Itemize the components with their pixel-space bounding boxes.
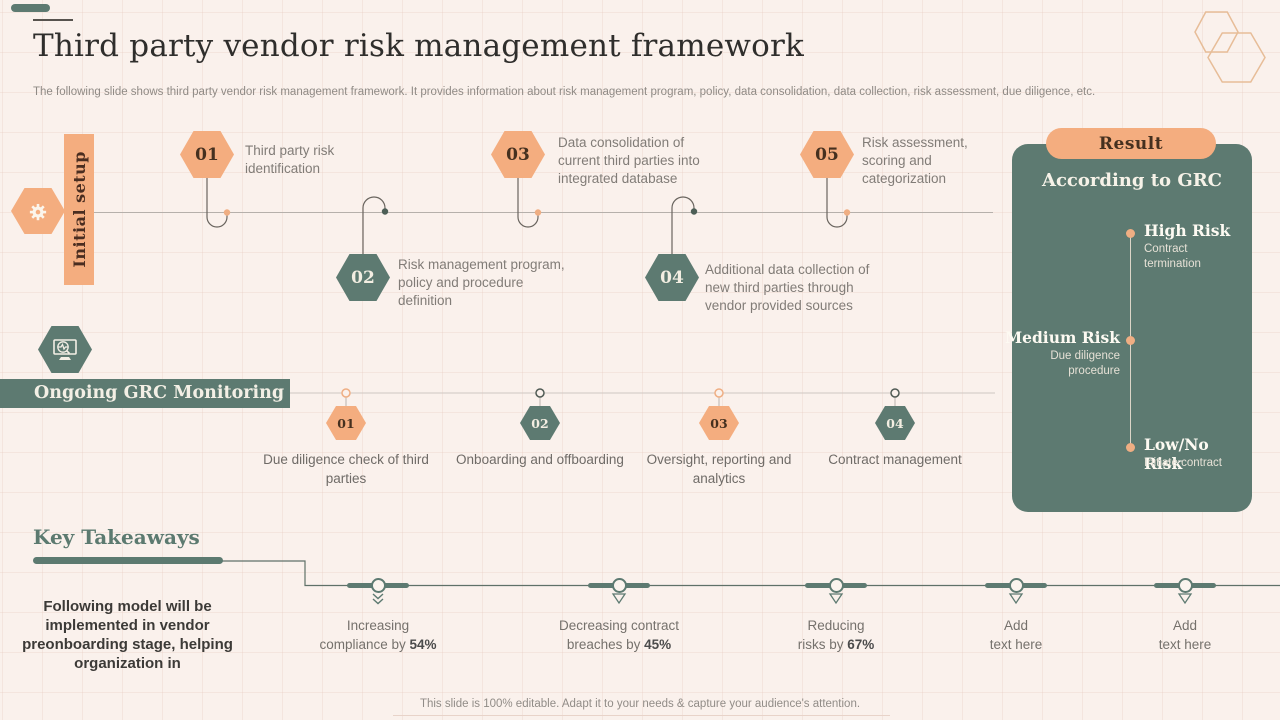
step-hexagon-04: 04 [645, 254, 699, 301]
chevron-down-icon [372, 593, 384, 605]
takeaway-line1: Decreasing contract [558, 618, 680, 633]
step-text-04: Additional data collection of new third … [705, 262, 870, 313]
triangle-down-icon [611, 593, 627, 605]
step-text-05: Risk assessment, scoring and categorizat… [862, 135, 968, 186]
initial-setup-label-text: Initial setup [69, 151, 89, 268]
page-subtitle: The following slide shows third party ve… [33, 86, 1096, 98]
gear-icon [29, 203, 47, 221]
step-number: 01 [337, 415, 355, 431]
risk-dot-medium [1126, 335, 1135, 345]
step-number: 03 [506, 144, 530, 165]
initial-setup-label: Initial setup [64, 134, 94, 285]
key-takeaways-title: Key Takeaways [33, 525, 200, 549]
risk-action-low: Initiate contract [1144, 457, 1222, 469]
step-number: 04 [886, 415, 904, 431]
takeaway-line1: Add [1172, 618, 1198, 633]
takeaway-label-5[interactable]: Add text here [1090, 616, 1280, 654]
risk-name-low: Low/No Risk [1144, 435, 1209, 473]
takeaway-label-3: Reducing risks by 67% [741, 616, 931, 654]
takeaway-value: 67% [847, 637, 875, 652]
monitoring-label-04: Contract management [828, 452, 962, 467]
monitoring-hexagon-01: 01 [326, 406, 366, 440]
step-number: 02 [531, 415, 549, 431]
step-text-02: Risk management program, policy and proc… [398, 257, 565, 308]
takeaway-label-2: Decreasing contract breaches by 45% [524, 616, 714, 654]
takeaway-value: 45% [644, 637, 672, 652]
key-takeaways-intro: Following model will be implemented in v… [22, 598, 233, 672]
step-hexagon-05: 05 [800, 131, 854, 178]
step-number: 05 [815, 144, 839, 165]
hexagon-outline-icons [1194, 11, 1266, 83]
takeaway-line1: Increasing [346, 618, 410, 633]
result-panel: According to GRC High Risk Contract term… [1005, 144, 1252, 512]
takeaway-line2: text here [1158, 637, 1212, 652]
takeaway-line2: breaches by [566, 637, 645, 652]
initial-setup-hexagon [11, 188, 65, 234]
corner-accent-dash [33, 19, 73, 21]
takeaway-line2: text here [989, 637, 1043, 652]
risk-action-medium: Due diligence procedure [1050, 350, 1120, 377]
step-number: 02 [351, 267, 375, 288]
takeaway-label-1: Increasing compliance by 54% [283, 616, 473, 654]
takeaway-label-4[interactable]: Add text here [921, 616, 1111, 654]
takeaway-line1: Reducing [807, 618, 865, 633]
takeaway-node-circle [612, 578, 627, 593]
monitoring-hexagon-02: 02 [520, 406, 560, 440]
footer-divider [393, 715, 890, 716]
page-title: Third party vendor risk management frame… [33, 28, 804, 64]
result-heading: According to GRC [1042, 170, 1222, 191]
risk-dot-high [1126, 228, 1135, 238]
takeaway-line1: Add [1003, 618, 1029, 633]
step-hexagon-03: 03 [491, 131, 545, 178]
monitoring-label-01: Due diligence check of third parties [263, 452, 429, 486]
monitoring-label-03: Oversight, reporting and analytics [646, 452, 792, 486]
step-number: 03 [710, 415, 728, 431]
key-takeaways-underline [33, 557, 223, 564]
risk-name-high: High Risk [1144, 221, 1231, 240]
risk-name-medium: Medium Risk [1004, 328, 1120, 347]
triangle-down-icon [828, 593, 844, 605]
takeaway-line2: risks by [797, 637, 848, 652]
result-title-pill: Result [1046, 128, 1216, 159]
takeaway-line2: compliance by [319, 637, 410, 652]
step-number: 01 [195, 144, 219, 165]
monitoring-hexagon [38, 326, 92, 373]
monitor-search-icon [53, 338, 77, 360]
risk-action-high: Contract termination [1144, 243, 1201, 270]
takeaway-node-circle [371, 578, 386, 593]
step-hexagon-01: 01 [180, 131, 234, 178]
monitoring-label-02: Onboarding and offboarding [456, 452, 624, 467]
takeaway-node-circle [1009, 578, 1024, 593]
takeaway-node-circle [1178, 578, 1193, 593]
step-text-01: Third party risk identification [245, 143, 335, 176]
monitoring-hexagon-04: 04 [875, 406, 915, 440]
step-number: 04 [660, 267, 684, 288]
footer-note: This slide is 100% editable. Adapt it to… [419, 698, 861, 710]
triangle-down-icon [1177, 593, 1193, 605]
monitoring-banner: Ongoing GRC Monitoring [0, 379, 290, 408]
takeaway-node-circle [829, 578, 844, 593]
risk-dot-low [1126, 442, 1135, 452]
step-text-03: Data consolidation of current third part… [558, 135, 700, 186]
corner-accent-bar [11, 4, 50, 12]
takeaway-value: 54% [409, 637, 437, 652]
monitoring-hexagon-03: 03 [699, 406, 739, 440]
triangle-down-icon [1008, 593, 1024, 605]
step-hexagon-02: 02 [336, 254, 390, 301]
